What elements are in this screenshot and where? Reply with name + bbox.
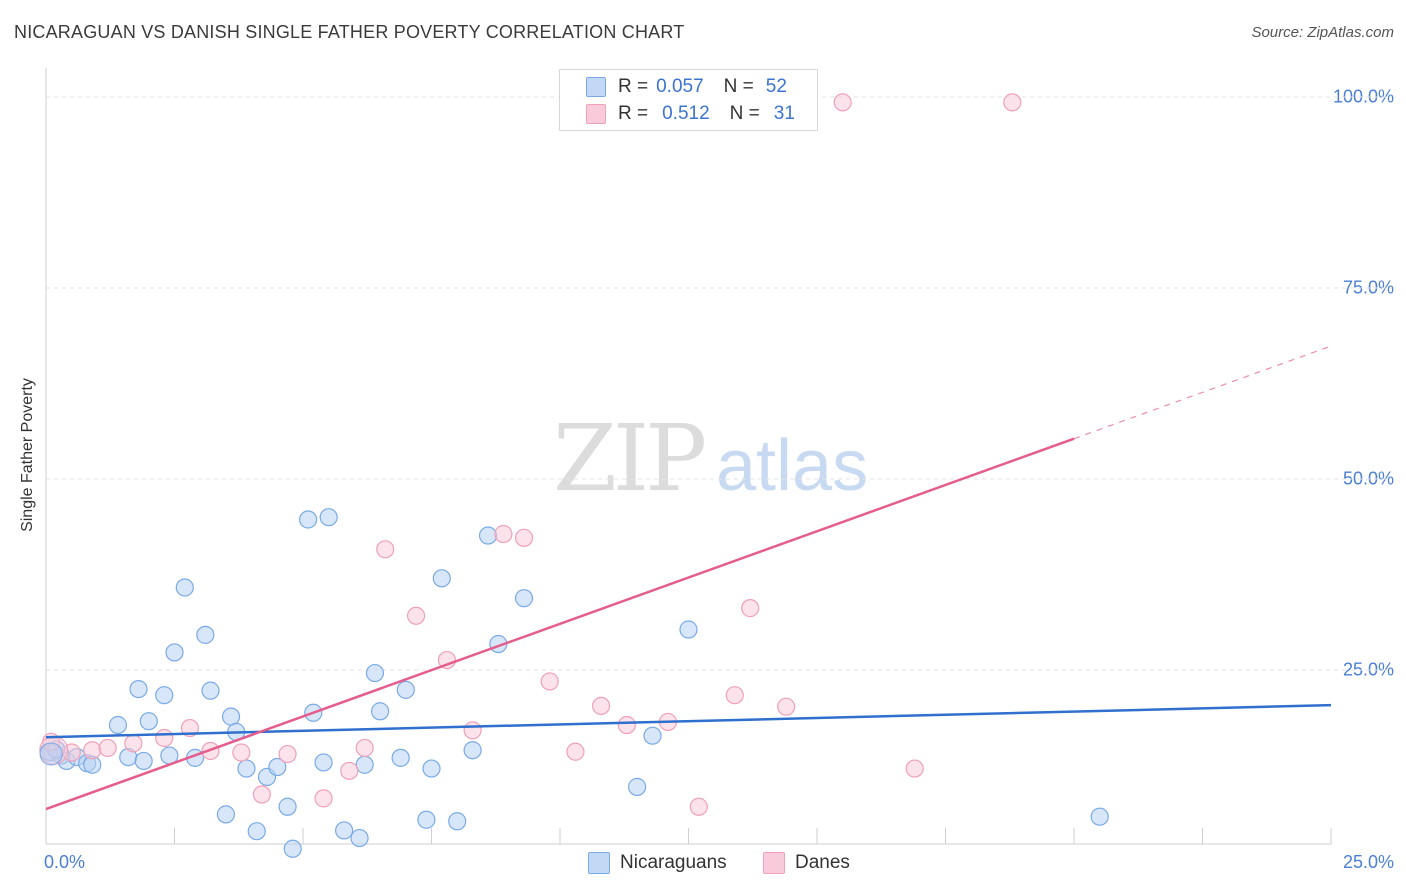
legend-n-value: 31 [773,103,795,124]
nicaraguan-point [134,751,153,771]
dane-point [777,697,796,716]
dane-point [494,524,513,544]
nicaraguan-point [432,569,451,588]
legend: R = 0.057 N = 52 R = 0.512 N = 31 [559,69,818,131]
series-swatch-danes [763,852,785,874]
dane-point [1003,93,1022,112]
chart-source: Source: ZipAtlas.com [1251,24,1394,41]
dane-point [232,743,251,762]
nicaraguan-point [514,589,534,608]
dane-point [314,789,333,808]
nicaraguan-point [108,715,128,735]
trend-lines [45,345,1332,811]
nicaraguan-point [139,712,158,731]
y-tick-label: 100.0% [1332,86,1394,107]
nicaraguan-point [314,753,333,772]
nicaraguan-point [175,578,194,597]
legend-row-nicaraguans: R = 0.057 N = 52 [586,75,787,99]
nicaraguan-point [129,679,148,699]
dane-point [252,785,271,804]
nicaraguan-point [237,759,256,778]
dane-point [514,528,534,547]
series-legend-label: Nicaraguans [620,852,727,873]
axes [45,68,1332,845]
nicaraguan-point [371,702,390,721]
legend-r-value: 0.512 [662,103,710,124]
legend-n-value: 52 [765,76,787,97]
series-legend-label: Danes [795,852,850,873]
chart-title: NICARAGUAN VS DANISH SINGLE FATHER POVER… [14,22,685,42]
series-legend-danes[interactable]: Danes [763,852,850,874]
series-legend: Nicaraguans Danes [0,852,1406,878]
grid-lines [46,96,1392,671]
dane-point [98,738,117,758]
nicaraguan-point [335,821,354,840]
legend-swatch-danes [586,104,606,124]
nicaraguan-point [278,797,297,816]
nicaraguan-point [1090,807,1109,826]
dane-trend-line [45,437,1075,811]
series-legend-nicaraguans[interactable]: Nicaraguans [588,852,727,874]
nicaraguan-point [463,741,482,760]
watermark-zip: ZIP [553,405,704,512]
nicaraguan-point [396,680,415,699]
dane-trend-line-extension [1073,345,1332,440]
data-points [39,93,1109,858]
nicaraguan-point [355,755,374,774]
nicaraguan-point [155,686,174,705]
legend-r-label: R = [618,76,649,97]
nicaraguan-point [268,757,287,777]
dane-point [124,734,143,753]
dane-point [540,672,559,691]
dane-point [725,686,744,705]
legend-n-label: N = [723,76,754,97]
legend-r-label: R = [618,103,649,124]
dane-point [905,759,924,778]
nicaraguan-point [221,707,241,726]
dane-point [355,738,374,758]
dane-point [155,728,174,748]
nicaraguan-point [319,508,338,527]
nicaraguan-point [350,828,369,848]
nicaraguan-point [283,839,302,858]
dane-point [566,742,585,761]
nicaraguan-point [299,510,318,529]
nicaraguan-point [448,812,467,831]
nicaraguan-point [391,748,410,767]
dane-point [83,741,102,760]
dane-point [278,744,297,764]
dane-point [833,93,852,112]
dane-point [741,599,760,618]
dane-point [376,540,395,559]
dane-point [689,797,708,816]
series-swatch-nicaraguans [588,852,610,874]
nicaraguan-point-cluster [39,742,63,766]
legend-swatch-nicaraguans [586,77,606,97]
nicaraguan-point [422,759,441,778]
nicaraguan-point [196,625,215,644]
nicaraguan-point [417,810,436,829]
x-tick-label: 25.0% [1342,852,1394,872]
x-tick-label: 0.0% [44,852,86,872]
nicaraguan-point [478,526,498,545]
dane-point [463,721,482,740]
nicaraguan-point [643,726,662,745]
nicaraguan-point [247,822,266,841]
legend-n-label: N = [729,103,760,124]
dane-point [406,606,426,625]
nicaraguan-point [679,620,698,639]
nicaraguan-point [627,777,647,796]
legend-row-danes: R = 0.512 N = 31 [586,102,795,126]
dane-point [592,696,611,716]
dane-point [340,761,359,780]
legend-r-value: 0.057 [656,76,704,97]
nicaraguan-point [165,643,184,662]
watermark-atlas: atlas [716,426,868,506]
nicaraguan-point [365,663,385,683]
nicaraguan-point [201,681,220,700]
dane-point [617,715,636,735]
nicaraguan-point [216,805,235,824]
